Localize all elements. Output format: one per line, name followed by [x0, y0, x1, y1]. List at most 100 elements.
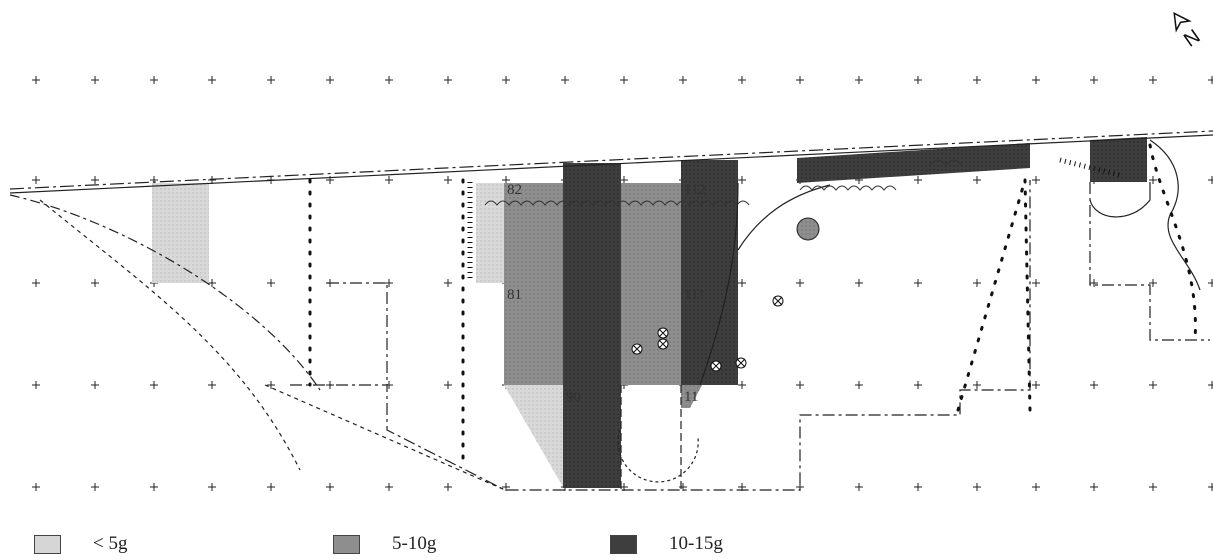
grid-cross	[1090, 279, 1098, 287]
grid-cross	[679, 483, 687, 491]
find-markers	[631, 295, 784, 372]
grid-cross	[1208, 483, 1213, 491]
grid-cross	[444, 176, 452, 184]
legend-item-light: < 5g	[34, 533, 127, 555]
square-labels: 82 112 81 111 90 11	[507, 182, 706, 405]
grid-cross	[385, 279, 393, 287]
grid-cross	[1032, 279, 1040, 287]
far-east-wavy	[1149, 139, 1201, 291]
grid-cross	[796, 76, 804, 84]
north-label: N	[1180, 25, 1204, 51]
grid-cross	[267, 381, 275, 389]
trench-curve-west	[39, 199, 301, 471]
grid-cross	[855, 76, 863, 84]
grid-cross	[973, 76, 981, 84]
grid-cross	[326, 483, 334, 491]
grid-cross	[796, 381, 804, 389]
grid-cross	[444, 279, 452, 287]
legend-swatch-dark	[610, 534, 637, 554]
square-light-west	[152, 183, 209, 283]
grid-cross	[150, 381, 158, 389]
square-label-112: 112	[684, 182, 706, 198]
grid-cross	[561, 76, 569, 84]
grid-cross	[267, 483, 275, 491]
trench-edge-north-inner	[9, 134, 1213, 194]
grid-cross	[620, 176, 628, 184]
grid-cross	[1090, 483, 1098, 491]
square-light-90	[504, 385, 563, 487]
grid-cross	[914, 279, 922, 287]
grid-cross	[855, 483, 863, 491]
grid-cross	[738, 279, 746, 287]
grid-cross	[973, 483, 981, 491]
square-mid-col	[621, 183, 681, 385]
hachure-2	[1059, 157, 1121, 178]
legend-item-dark: 10-15g	[610, 533, 723, 555]
grid-cross	[1208, 176, 1213, 184]
grid-cross	[1090, 381, 1098, 389]
grid-cross	[1032, 176, 1040, 184]
grid-cross	[91, 483, 99, 491]
grid-cross	[91, 176, 99, 184]
grid-cross	[444, 381, 452, 389]
trench-bottom	[290, 180, 1031, 491]
grid-cross	[91, 381, 99, 389]
grid-cross	[914, 176, 922, 184]
grid-cross	[1149, 483, 1157, 491]
grid-cross	[973, 279, 981, 287]
grid-cross	[1149, 76, 1157, 84]
grid-cross	[1090, 76, 1098, 84]
grid-cross	[385, 76, 393, 84]
grid-cross	[385, 176, 393, 184]
square-label-111: 111	[684, 287, 705, 303]
grid-cross	[91, 76, 99, 84]
legend-label-light: < 5g	[93, 533, 128, 554]
square-mid-11	[681, 385, 702, 408]
grid-cross	[679, 76, 687, 84]
grid-cross	[1149, 381, 1157, 389]
square-light-81	[476, 183, 504, 283]
legend-item-mid: 5-10g	[333, 533, 436, 555]
square-dark-col	[563, 163, 621, 488]
grid-cross	[150, 483, 158, 491]
trench-stepped-east	[1089, 182, 1210, 341]
grid-cross	[385, 483, 393, 491]
grid-cross	[1208, 381, 1213, 389]
trench-edge-southwest	[9, 194, 321, 391]
grid-cross	[738, 381, 746, 389]
east-loop	[1089, 182, 1151, 218]
grid-cross	[444, 76, 452, 84]
rubble-symbols	[484, 159, 963, 206]
legend-swatch-light	[34, 534, 61, 554]
grid-cross	[444, 483, 452, 491]
trench-col-bottom	[620, 385, 682, 490]
cut-boundaries	[308, 143, 1197, 462]
grid-cross	[855, 279, 863, 287]
grid-cross	[1032, 381, 1040, 389]
trench-outlines	[9, 130, 1213, 491]
density-squares	[152, 137, 1147, 488]
grid-cross	[208, 381, 216, 389]
grid-cross	[150, 176, 158, 184]
grid-cross	[32, 483, 40, 491]
grid-cross	[1208, 279, 1213, 287]
east-curve	[737, 184, 831, 251]
grid-cross	[326, 76, 334, 84]
legend-label-dark: 10-15g	[669, 533, 723, 554]
north-arrow-icon: N	[1173, 12, 1204, 52]
grid-cross	[32, 279, 40, 287]
grid-cross	[32, 381, 40, 389]
grid-cross	[1149, 279, 1157, 287]
grid-cross	[738, 176, 746, 184]
legend-swatch-mid	[333, 534, 360, 554]
square-label-81: 81	[507, 287, 522, 303]
grid-cross	[502, 176, 510, 184]
dotted-line-4	[1023, 178, 1032, 412]
grid-cross	[32, 76, 40, 84]
grid-cross	[914, 76, 922, 84]
grid-cross	[973, 176, 981, 184]
square-mid-82	[504, 183, 563, 385]
grid-cross	[502, 483, 510, 491]
trench-edge-north	[9, 130, 1213, 190]
grid-cross	[620, 76, 628, 84]
